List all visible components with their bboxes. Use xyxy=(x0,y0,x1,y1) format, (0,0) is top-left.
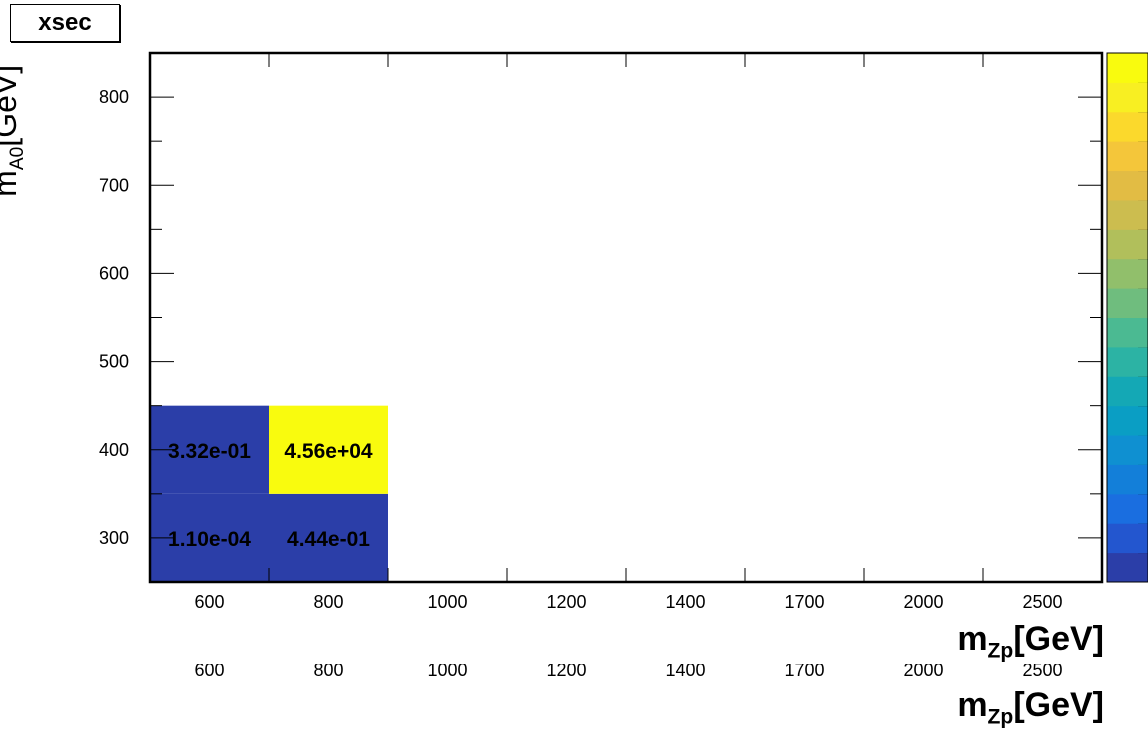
cell-value-label: 3.32e-01 xyxy=(168,440,251,463)
x-tick-label: 2500 xyxy=(1022,592,1062,612)
x-tick-label: 800 xyxy=(313,592,343,612)
y-tick-label: 600 xyxy=(99,263,129,283)
color-scale-segment xyxy=(1107,317,1148,348)
color-scale-segment xyxy=(1107,405,1148,436)
color-scale-segment xyxy=(1107,199,1148,230)
x-tick-label-duplicate: 1700 xyxy=(784,660,824,680)
y-tick-label: 800 xyxy=(99,87,129,107)
color-scale-segment xyxy=(1107,141,1148,172)
x-tick-label: 1000 xyxy=(427,592,467,612)
x-axis-label-duplicate: mZp[GeV] xyxy=(957,686,1104,729)
chart-title: xsec xyxy=(38,9,92,36)
chart-title-box: xsec xyxy=(10,4,120,42)
x-tick-label-duplicate: 800 xyxy=(313,660,343,680)
x-tick-label-duplicate: 1200 xyxy=(546,660,586,680)
color-scale-segment xyxy=(1107,552,1148,583)
color-scale-segment xyxy=(1107,435,1148,465)
color-scale-segment xyxy=(1107,82,1148,113)
color-scale-segment xyxy=(1107,376,1148,407)
color-scale-segment xyxy=(1107,53,1148,83)
x-axis-label: mZp[GeV] xyxy=(957,620,1104,663)
cell-value-label: 1.10e-04 xyxy=(168,528,251,551)
color-scale-segment xyxy=(1107,111,1148,142)
x-tick-label-duplicate: 2500 xyxy=(1022,660,1062,680)
color-scale-frame xyxy=(1106,52,1148,583)
color-scale-segment xyxy=(1107,258,1148,289)
color-scale-segment xyxy=(1107,288,1148,318)
x-tick-label: 600 xyxy=(194,592,224,612)
heatmap-cell xyxy=(269,405,388,494)
y-tick-label: 300 xyxy=(99,528,129,548)
y-axis-label: mA0[GeV] xyxy=(0,64,28,197)
color-scale-segment xyxy=(1107,170,1148,201)
color-scale-segment xyxy=(1107,464,1148,495)
cell-value-label: 4.44e-01 xyxy=(287,528,370,551)
x-tick-label: 2000 xyxy=(903,592,943,612)
x-tick-label-duplicate: 1000 xyxy=(427,660,467,680)
x-tick-label: 1200 xyxy=(546,592,586,612)
color-scale-segment xyxy=(1107,229,1148,260)
heatmap-cell xyxy=(269,493,388,582)
color-scale-segment xyxy=(1107,346,1148,377)
x-tick-label: 1700 xyxy=(784,592,824,612)
x-tick-label-duplicate: 2000 xyxy=(903,660,943,680)
color-scale-segment xyxy=(1107,493,1148,524)
y-tick-label: 400 xyxy=(99,440,129,460)
x-tick-label: 1400 xyxy=(665,592,705,612)
cell-value-label: 4.56e+04 xyxy=(284,440,372,463)
color-scale-segment xyxy=(1107,523,1148,554)
x-tick-label-duplicate: 600 xyxy=(194,660,224,680)
x-tick-label-duplicate: 1400 xyxy=(665,660,705,680)
y-tick-label: 700 xyxy=(99,175,129,195)
y-tick-label: 500 xyxy=(99,352,129,372)
